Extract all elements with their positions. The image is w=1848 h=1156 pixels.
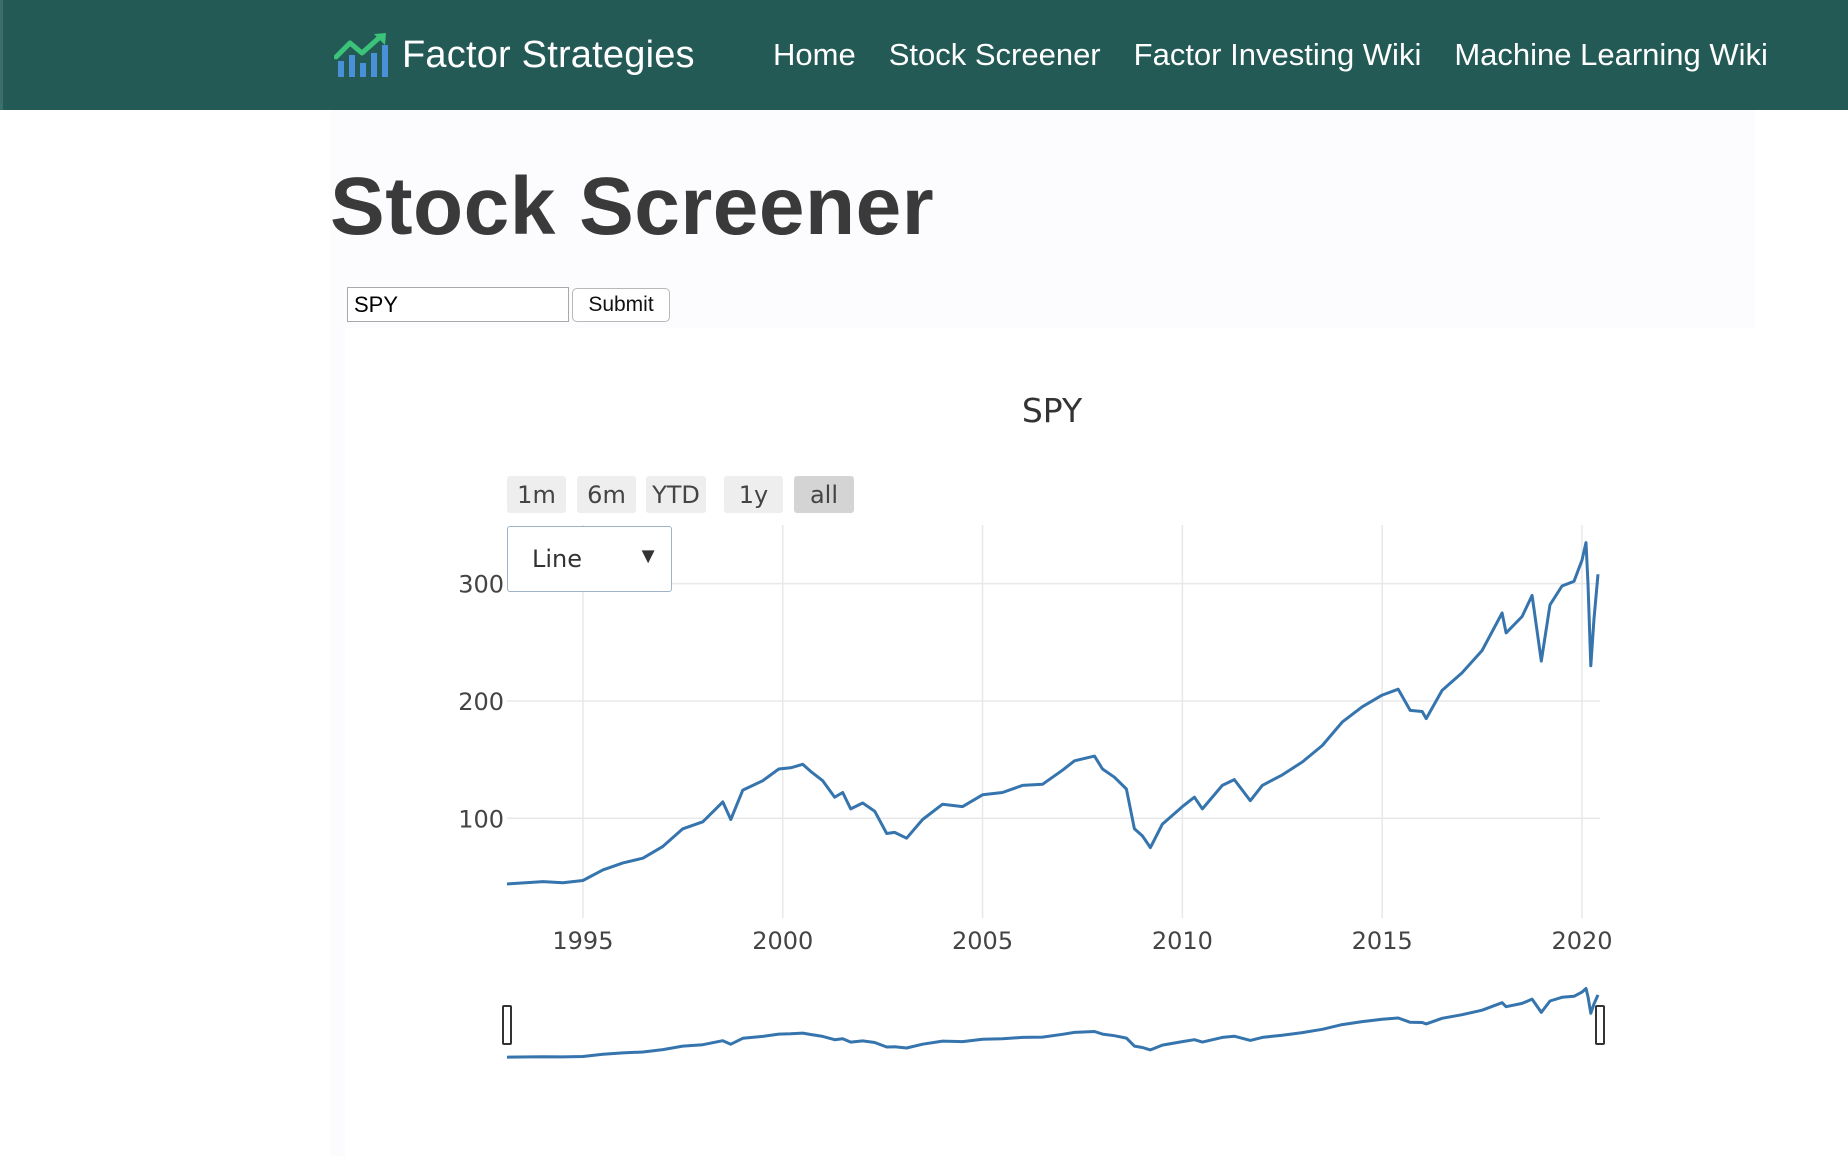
nav-link-stock-screener[interactable]: Stock Screener	[888, 37, 1101, 72]
range-button-all[interactable]: all	[794, 476, 854, 513]
range-button-1y[interactable]: 1y	[724, 476, 783, 513]
x-tick-label: 1995	[552, 927, 613, 955]
range-button-1m[interactable]: 1m	[507, 476, 566, 513]
top-navbar: Factor Strategies Home Stock Screener Fa…	[0, 0, 1848, 110]
y-tick-label: 100	[458, 805, 504, 833]
bar-chart-trend-icon	[334, 33, 388, 77]
caret-down-icon: ▼	[637, 543, 659, 568]
x-tick-label: 2010	[1152, 927, 1213, 955]
nav-link-machine-learning-wiki[interactable]: Machine Learning Wiki	[1454, 37, 1768, 72]
chart-type-dropdown[interactable]: Line ▼	[507, 526, 672, 592]
rangeslider-right-handle[interactable]	[1595, 1005, 1605, 1045]
range-button-6m[interactable]: 6m	[577, 476, 636, 513]
y-tick-label: 300	[458, 571, 504, 599]
chart-container	[345, 328, 1755, 1156]
nav-links: Home Stock Screener Factor Investing Wik…	[773, 30, 1801, 80]
nav-link-home[interactable]: Home	[773, 37, 856, 72]
y-tick-label: 200	[458, 688, 504, 716]
page-title: Stock Screener	[330, 161, 935, 252]
rangeslider-left-handle[interactable]	[502, 1005, 512, 1045]
brand-link[interactable]: Factor Strategies	[334, 28, 695, 82]
price-line	[506, 541, 1600, 886]
nav-link-factor-investing-wiki[interactable]: Factor Investing Wiki	[1133, 37, 1422, 72]
chart-type-selected: Line	[532, 545, 583, 573]
x-tick-label: 2015	[1352, 927, 1413, 955]
submit-button[interactable]: Submit	[572, 288, 670, 322]
range-button-ytd[interactable]: YTD	[646, 476, 706, 513]
brand-name: Factor Strategies	[402, 33, 695, 76]
x-tick-label: 2000	[752, 927, 813, 955]
chart-title: SPY	[1022, 391, 1083, 430]
x-tick-label: 2005	[952, 927, 1013, 955]
x-tick-label: 2020	[1551, 927, 1612, 955]
ticker-input[interactable]	[347, 287, 569, 322]
rangeslider-line	[506, 987, 1600, 1059]
